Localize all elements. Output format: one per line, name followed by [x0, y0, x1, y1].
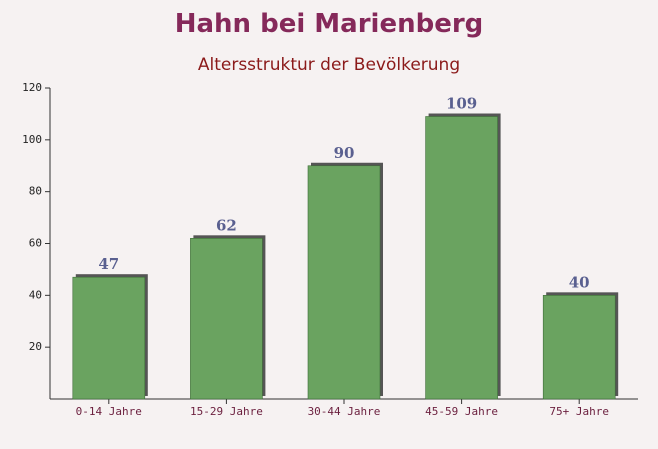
x-tick-label: 30-44 Jahre [308, 405, 381, 418]
value-label: 47 [98, 255, 119, 273]
x-tick-label: 0-14 Jahre [76, 405, 142, 418]
y-tick-label: 100 [22, 133, 42, 146]
chart-subtitle: Altersstruktur der Bevölkerung [198, 55, 460, 75]
x-tick-label: 45-59 Jahre [425, 405, 498, 418]
x-tick-label: 15-29 Jahre [190, 405, 263, 418]
y-tick-label: 20 [29, 340, 42, 353]
y-tick-label: 80 [29, 185, 42, 198]
y-tick-label: 40 [29, 288, 42, 301]
value-label: 109 [446, 95, 477, 113]
bar [307, 165, 381, 400]
value-label: 40 [569, 273, 590, 291]
y-tick-label: 60 [29, 237, 42, 250]
y-tick-label: 120 [22, 81, 42, 94]
bar [542, 295, 616, 400]
chart-title: Hahn bei Marienberg [175, 9, 484, 39]
bar [72, 276, 146, 400]
bar [190, 238, 263, 400]
x-tick-label: 75+ Jahre [549, 405, 609, 418]
bar [425, 116, 498, 400]
value-label: 90 [334, 144, 355, 162]
value-label: 62 [216, 216, 237, 234]
